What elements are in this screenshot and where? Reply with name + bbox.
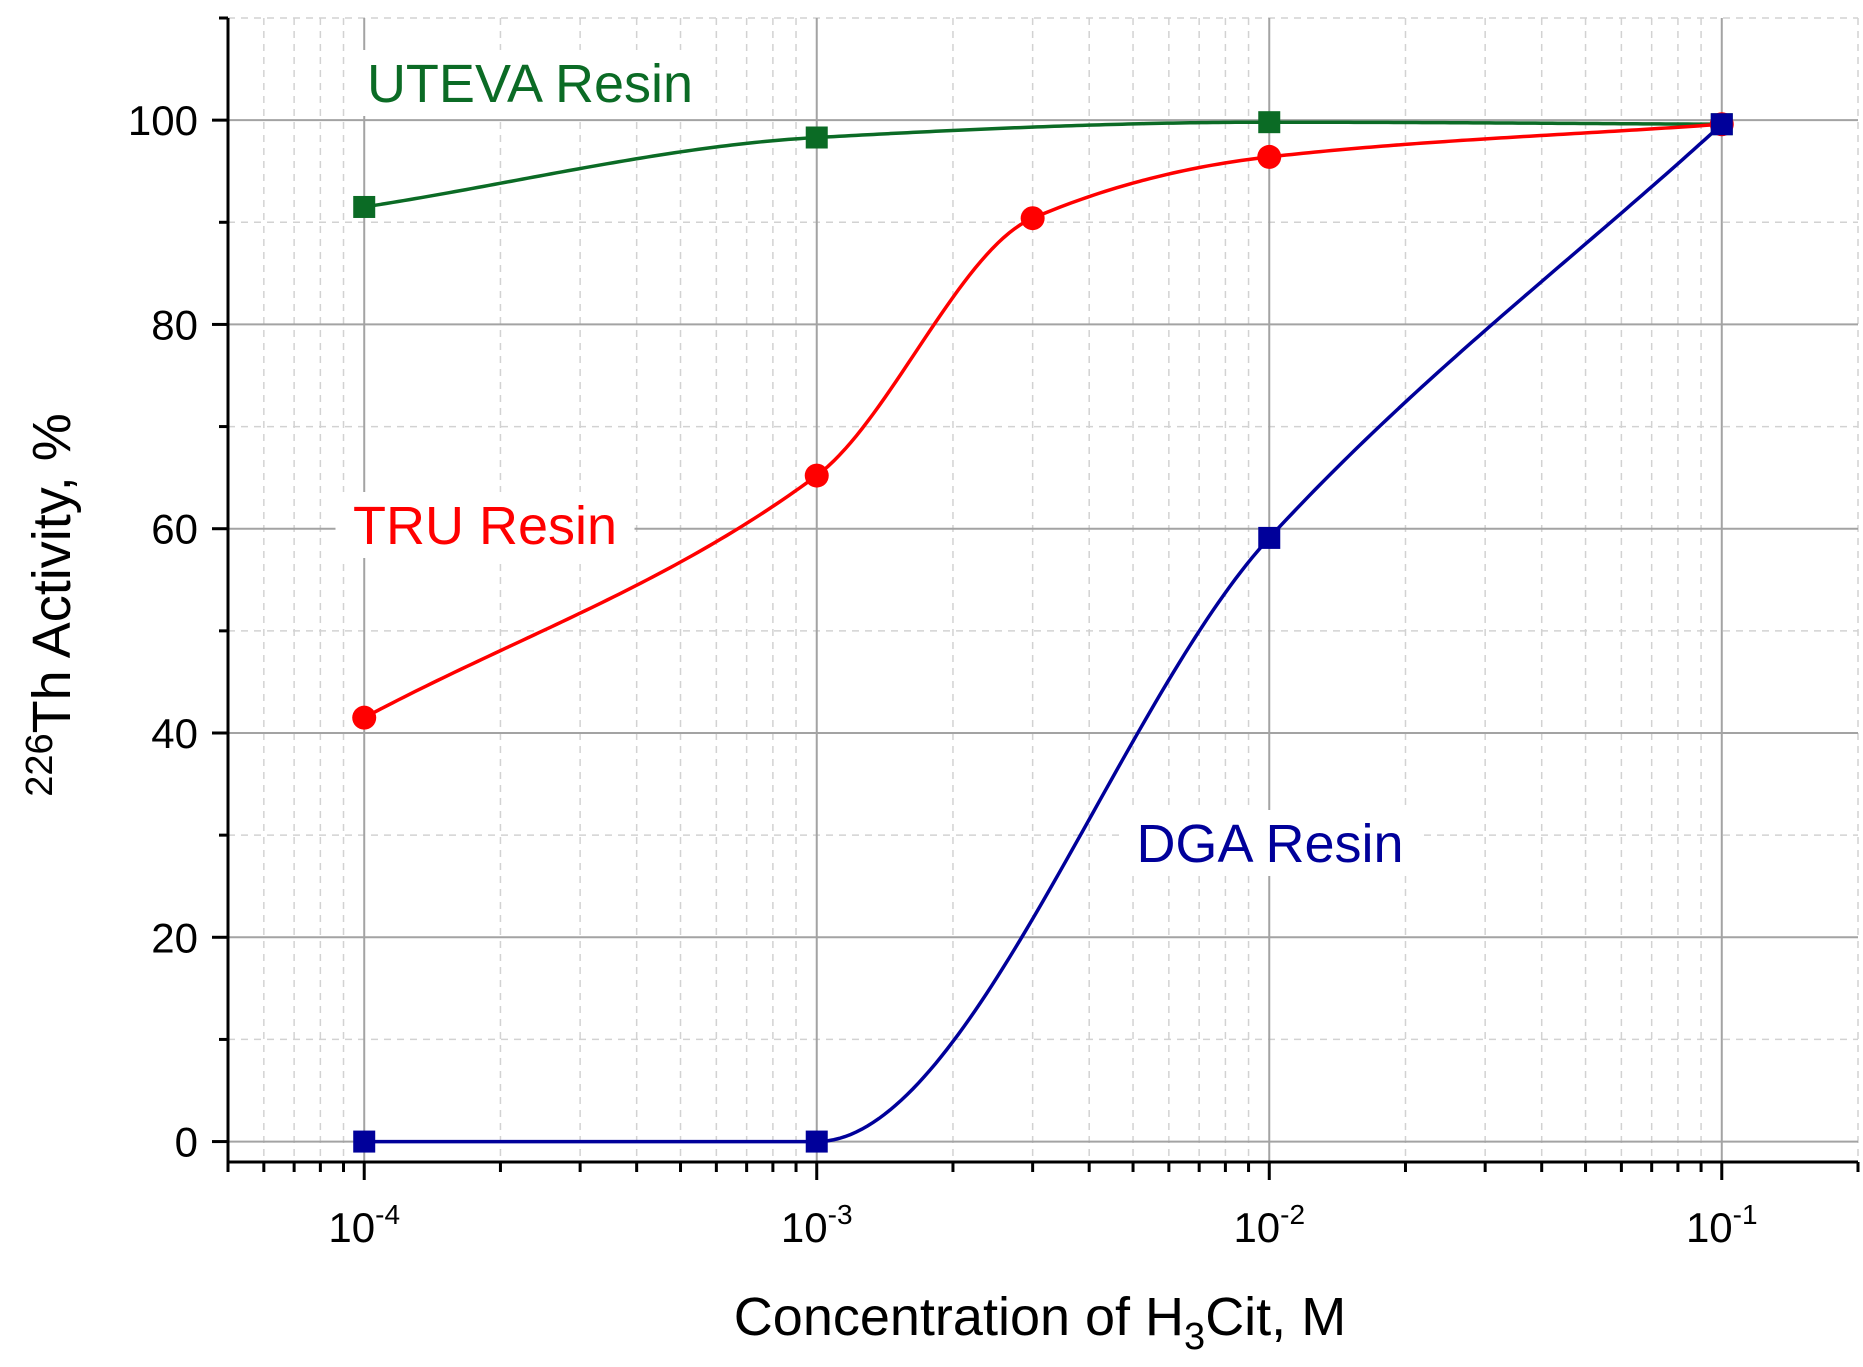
tru-resin-label: TRU Resin <box>353 496 617 556</box>
uteva-resin-point <box>353 195 376 218</box>
series-markers <box>352 111 1734 1153</box>
y-axis-title: 226Th Activity, % <box>19 413 82 796</box>
uteva-resin-label: UTEVA Resin <box>367 54 693 114</box>
y-tick-label: 60 <box>151 506 198 553</box>
dga-resin-line <box>364 122 1723 1144</box>
dga-resin-label: DGA Resin <box>1136 814 1403 874</box>
tru-resin-point <box>804 463 829 488</box>
series-curves <box>363 120 1723 1144</box>
x-tick-label: 10-3 <box>781 1199 853 1251</box>
x-tick-label: 10-1 <box>1686 1199 1758 1251</box>
x-tick-label: 10-2 <box>1233 1199 1305 1251</box>
y-tick-label: 80 <box>151 301 198 348</box>
tru-resin-label-bg <box>335 492 635 558</box>
x-axis-title: Concentration of H3Cit, M <box>734 1287 1346 1358</box>
axes <box>212 16 1860 1180</box>
y-tick-label: 40 <box>151 710 198 757</box>
labels: 0 20 40 60 80 100 10-4 10-3 10-2 10-1 Concentratio… <box>19 50 1758 1358</box>
x-tick-label: 10-4 <box>328 1199 400 1251</box>
y-tick-label: 0 <box>175 1119 198 1166</box>
uteva-resin-label-bg <box>349 50 711 116</box>
dga-resin-point <box>1710 113 1733 136</box>
tru-resin-point <box>1257 144 1282 169</box>
dga-resin-point <box>353 1130 376 1153</box>
dga-resin-label-bg <box>1120 810 1420 876</box>
y-tick-label: 20 <box>151 914 198 961</box>
dga-resin-point <box>1258 526 1281 549</box>
uteva-resin-line <box>363 120 1722 209</box>
dga-resin-point <box>805 1130 828 1153</box>
uteva-resin-point <box>805 126 828 149</box>
y-tick-label: 100 <box>128 97 198 144</box>
tru-resin-point <box>1020 206 1045 231</box>
uteva-resin-point <box>1258 111 1281 134</box>
grid <box>227 17 1859 1162</box>
tru-resin-point <box>352 705 377 730</box>
